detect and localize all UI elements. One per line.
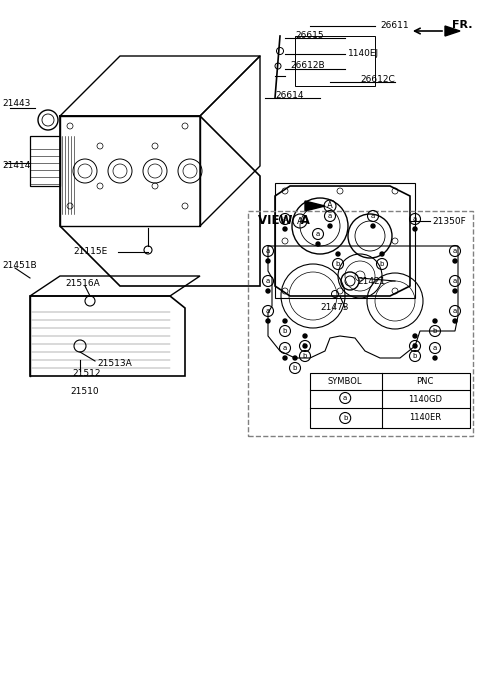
Circle shape [303,344,307,348]
Text: 21512: 21512 [72,368,100,377]
Text: 26612B: 26612B [290,62,324,70]
Text: b: b [283,328,287,334]
Polygon shape [445,26,460,36]
Text: A: A [297,216,303,226]
Text: b: b [303,353,307,359]
Text: SYMBOL: SYMBOL [328,377,362,385]
Text: 1140EJ: 1140EJ [348,49,379,59]
Circle shape [453,319,457,323]
Circle shape [283,319,287,323]
Text: a: a [283,216,287,222]
Text: 26612C: 26612C [360,74,395,84]
Text: a: a [413,216,417,222]
Text: 21451B: 21451B [2,262,36,270]
Text: a: a [453,248,457,254]
Text: a: a [371,213,375,219]
Text: 26614: 26614 [275,91,303,99]
Text: b: b [303,343,307,349]
Circle shape [380,252,384,256]
Text: 21516A: 21516A [65,279,100,287]
Text: FR.: FR. [452,20,472,30]
Circle shape [293,356,297,360]
Circle shape [453,259,457,263]
Circle shape [266,319,270,323]
Text: a: a [343,395,348,401]
Text: b: b [336,261,340,267]
Text: 1140ER: 1140ER [409,414,441,422]
Bar [310,373,470,428]
Circle shape [266,289,270,293]
Text: a: a [283,345,287,351]
Text: b: b [380,261,384,267]
Text: a: a [433,345,437,351]
Circle shape [413,344,417,348]
Circle shape [283,227,287,231]
Text: b: b [433,328,437,334]
Circle shape [328,224,332,228]
Text: a: a [266,308,270,314]
Polygon shape [305,201,325,211]
Text: 26615: 26615 [295,30,324,39]
Bar [275,183,415,298]
Text: 26611: 26611 [380,22,408,30]
Circle shape [336,252,340,256]
Circle shape [266,259,270,263]
Text: 21513A: 21513A [97,358,132,368]
Circle shape [413,334,417,338]
Circle shape [283,356,287,360]
Text: a: a [316,231,320,237]
Bar [295,36,375,86]
Text: 21115E: 21115E [74,247,108,256]
Text: 21421: 21421 [357,276,385,285]
Circle shape [371,224,375,228]
Circle shape [433,319,437,323]
Circle shape [433,356,437,360]
Text: a: a [266,248,270,254]
Text: a: a [453,308,457,314]
Text: a: a [453,278,457,284]
Text: VIEW  A: VIEW A [258,214,310,228]
Circle shape [303,334,307,338]
Text: 21473: 21473 [320,304,348,312]
Text: 21510: 21510 [71,387,99,395]
Circle shape [453,289,457,293]
Text: b: b [293,365,297,371]
Text: 21350F: 21350F [432,216,466,226]
Text: 1140GD: 1140GD [408,395,442,404]
Text: 21443: 21443 [2,99,30,109]
Text: b: b [413,353,417,359]
Text: 21414: 21414 [2,162,30,170]
Circle shape [316,242,320,246]
Text: a: a [266,278,270,284]
Circle shape [413,227,417,231]
Text: a: a [328,213,332,219]
Text: b: b [343,415,348,421]
Text: PNC: PNC [417,377,434,385]
Text: b: b [413,343,417,349]
Text: A: A [327,201,333,210]
